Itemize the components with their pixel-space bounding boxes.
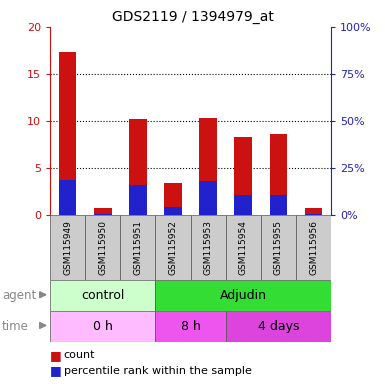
- Text: Adjudin: Adjudin: [220, 289, 267, 302]
- Text: GSM115950: GSM115950: [98, 220, 107, 275]
- Bar: [129, 119, 147, 215]
- Text: percentile rank within the sample: percentile rank within the sample: [64, 366, 251, 376]
- Bar: [270, 195, 287, 215]
- Text: control: control: [81, 289, 124, 302]
- Bar: [164, 207, 182, 215]
- Text: ■: ■: [50, 349, 62, 362]
- Text: GSM115955: GSM115955: [274, 220, 283, 275]
- Bar: [226, 311, 331, 342]
- Text: agent: agent: [2, 289, 36, 302]
- Text: GDS2119 / 1394979_at: GDS2119 / 1394979_at: [112, 10, 273, 23]
- Bar: [121, 215, 156, 280]
- Bar: [156, 215, 191, 280]
- Bar: [156, 280, 331, 311]
- Text: 4 days: 4 days: [258, 320, 299, 333]
- Bar: [261, 215, 296, 280]
- Bar: [296, 215, 331, 280]
- Bar: [199, 118, 217, 215]
- Bar: [199, 181, 217, 215]
- Bar: [226, 215, 261, 280]
- Bar: [94, 214, 112, 215]
- Text: 0 h: 0 h: [93, 320, 113, 333]
- Bar: [305, 214, 322, 215]
- Bar: [59, 180, 76, 215]
- Bar: [50, 311, 156, 342]
- Bar: [129, 185, 147, 215]
- Bar: [50, 280, 156, 311]
- Bar: [156, 311, 226, 342]
- Bar: [85, 215, 120, 280]
- Text: GSM115953: GSM115953: [204, 220, 213, 275]
- Bar: [164, 183, 182, 215]
- Text: GSM115951: GSM115951: [133, 220, 142, 275]
- Text: GSM115952: GSM115952: [169, 220, 177, 275]
- Bar: [234, 137, 252, 215]
- Bar: [94, 207, 112, 215]
- Text: count: count: [64, 350, 95, 360]
- Text: GSM115949: GSM115949: [63, 220, 72, 275]
- Bar: [305, 207, 322, 215]
- Bar: [50, 215, 85, 280]
- Text: GSM115956: GSM115956: [309, 220, 318, 275]
- Bar: [234, 195, 252, 215]
- Text: time: time: [2, 320, 29, 333]
- Bar: [191, 215, 226, 280]
- Bar: [270, 134, 287, 215]
- Text: 8 h: 8 h: [181, 320, 201, 333]
- Bar: [59, 52, 76, 215]
- Text: GSM115954: GSM115954: [239, 220, 248, 275]
- Text: ■: ■: [50, 364, 62, 377]
